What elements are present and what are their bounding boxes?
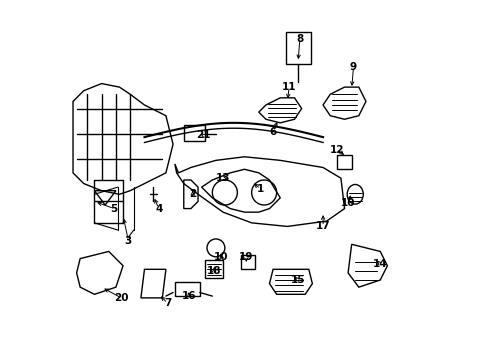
Text: 9: 9: [349, 63, 356, 72]
Text: 2: 2: [189, 189, 196, 199]
Text: 19: 19: [239, 252, 253, 262]
Text: 6: 6: [269, 127, 276, 137]
Text: 5: 5: [110, 203, 118, 213]
Text: 7: 7: [163, 298, 171, 308]
Text: 4: 4: [155, 203, 162, 213]
Text: 1: 1: [256, 184, 264, 194]
Text: 10: 10: [340, 198, 355, 208]
Text: 20: 20: [114, 293, 128, 303]
Text: 8: 8: [296, 34, 303, 44]
Text: 15: 15: [290, 275, 305, 285]
Text: 18: 18: [206, 266, 221, 276]
Text: 10: 10: [214, 252, 228, 262]
Bar: [285, 32, 310, 64]
Text: 11: 11: [281, 82, 296, 92]
Text: 21: 21: [196, 130, 210, 140]
Text: 14: 14: [372, 259, 387, 269]
Bar: [175, 282, 200, 296]
Bar: [183, 125, 205, 141]
Text: 17: 17: [315, 221, 330, 231]
Text: 12: 12: [329, 145, 344, 155]
Text: 3: 3: [124, 236, 132, 246]
Text: 13: 13: [215, 173, 230, 183]
Text: 16: 16: [182, 291, 196, 301]
